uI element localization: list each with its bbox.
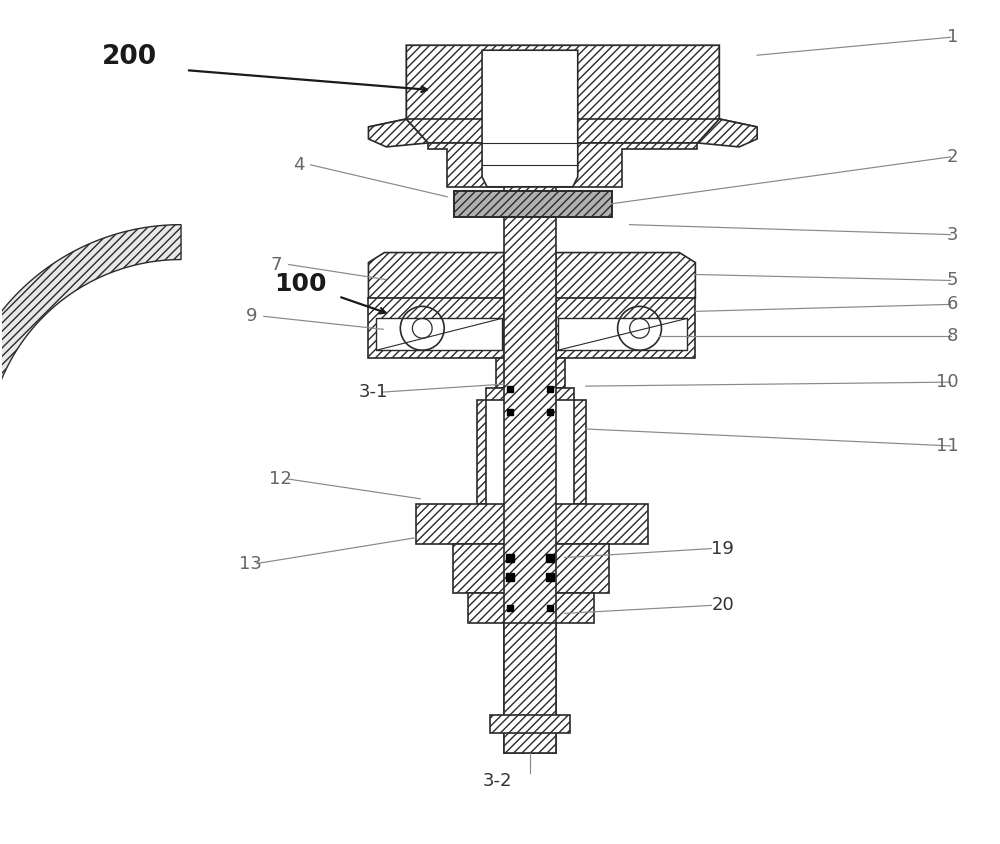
- Text: 11: 11: [936, 437, 958, 455]
- Bar: [468, 593, 594, 624]
- Text: 3: 3: [947, 225, 958, 244]
- Polygon shape: [0, 225, 181, 454]
- Polygon shape: [556, 299, 695, 358]
- Text: 10: 10: [936, 373, 958, 391]
- Polygon shape: [428, 143, 697, 187]
- Polygon shape: [697, 119, 757, 147]
- Text: 3-2: 3-2: [482, 771, 512, 790]
- Text: 6: 6: [947, 295, 958, 313]
- Text: 13: 13: [239, 555, 262, 572]
- Polygon shape: [376, 318, 502, 350]
- Polygon shape: [368, 299, 504, 358]
- Bar: [486, 388, 574, 400]
- Polygon shape: [482, 51, 578, 187]
- Text: 2: 2: [947, 148, 958, 166]
- Bar: [574, 400, 586, 504]
- Text: 100: 100: [274, 273, 327, 296]
- Text: 12: 12: [269, 470, 292, 488]
- Bar: [504, 187, 556, 753]
- Bar: [490, 715, 570, 733]
- Text: 8: 8: [947, 327, 958, 345]
- Polygon shape: [558, 318, 687, 350]
- Text: 4: 4: [293, 156, 304, 174]
- Text: 5: 5: [947, 272, 958, 289]
- Bar: [504, 624, 556, 753]
- Polygon shape: [368, 252, 504, 299]
- Text: 7: 7: [271, 256, 282, 273]
- Bar: [454, 191, 612, 217]
- Bar: [453, 544, 609, 593]
- Text: 9: 9: [246, 307, 257, 325]
- Polygon shape: [556, 252, 695, 299]
- Bar: [416, 504, 648, 544]
- Bar: [477, 400, 486, 504]
- Text: 19: 19: [711, 539, 734, 558]
- Polygon shape: [368, 119, 428, 147]
- Text: 3-1: 3-1: [358, 383, 388, 401]
- Text: 200: 200: [102, 44, 157, 70]
- Bar: [496, 358, 565, 388]
- Text: 1: 1: [947, 28, 958, 46]
- Polygon shape: [368, 46, 757, 127]
- Polygon shape: [406, 119, 719, 143]
- Text: 20: 20: [711, 597, 734, 614]
